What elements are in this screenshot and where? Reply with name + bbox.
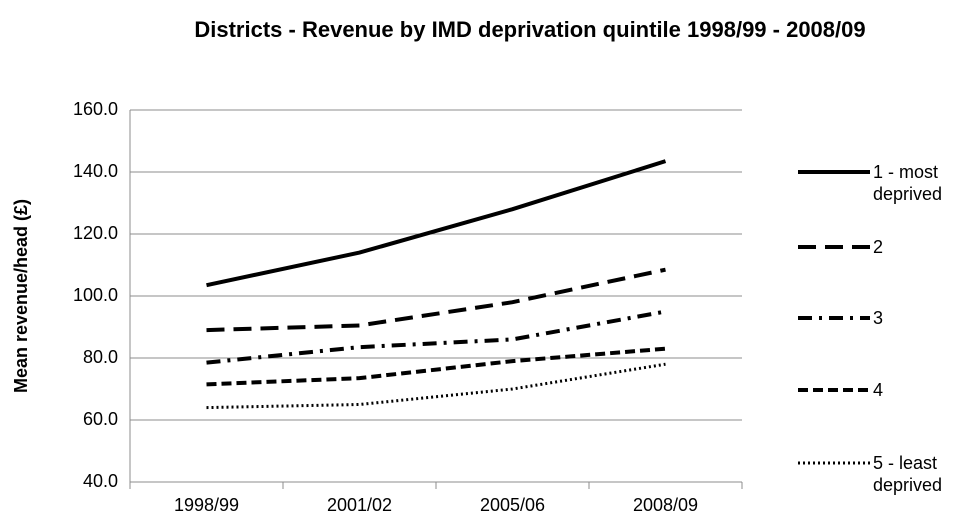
x-tick-label: 2008/09 <box>633 495 698 515</box>
series-line <box>206 346 666 387</box>
series-line <box>206 362 666 410</box>
y-tick-label: 40.0 <box>83 471 118 491</box>
y-tick-label: 100.0 <box>73 285 118 305</box>
legend-label: 5 - least deprived <box>873 453 943 495</box>
series-line <box>206 159 667 288</box>
legend-label: 3 <box>873 308 884 328</box>
y-tick-label: 60.0 <box>83 409 118 429</box>
legend-label: 4 <box>873 380 884 400</box>
x-tick-label: 1998/99 <box>174 495 239 515</box>
x-tick-label: 2005/06 <box>480 495 545 515</box>
chart-title: Districts - Revenue by IMD deprivation q… <box>194 17 866 42</box>
y-tick-label: 160.0 <box>73 99 118 119</box>
y-tick-label: 120.0 <box>73 223 118 243</box>
y-tick-label: 80.0 <box>83 347 118 367</box>
y-tick-label: 140.0 <box>73 161 118 181</box>
series-line <box>206 309 666 365</box>
series-line <box>206 267 666 333</box>
legend-label: 1 - most deprived <box>873 162 943 204</box>
legend-label: 2 <box>873 237 884 257</box>
y-axis-label: Mean revenue/head (£) <box>11 199 31 393</box>
x-tick-label: 2001/02 <box>327 495 392 515</box>
